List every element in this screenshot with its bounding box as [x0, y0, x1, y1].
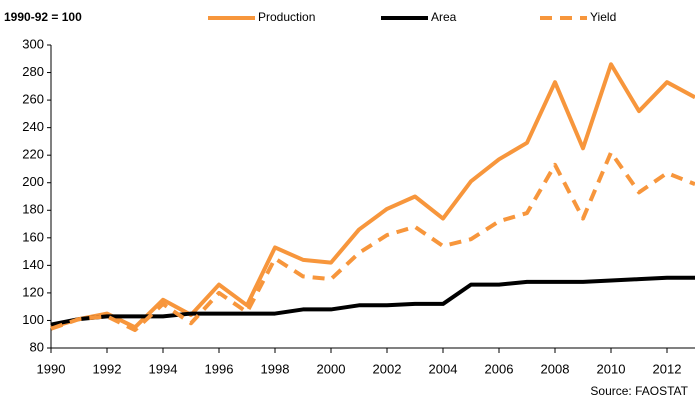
y-tick-label: 140 — [22, 257, 44, 272]
source-note: Source: FAOSTAT — [590, 384, 688, 398]
y-tick-label: 120 — [22, 284, 44, 299]
y-tick-label: 200 — [22, 174, 44, 189]
y-tick-label: 160 — [22, 229, 44, 244]
y-tick-label: 220 — [22, 147, 44, 162]
y-tick-label: 100 — [22, 312, 44, 327]
chart-subtitle: 1990-92 = 100 — [4, 10, 82, 24]
x-tick-label: 2008 — [541, 361, 570, 376]
x-tick-label: 1998 — [261, 361, 290, 376]
y-tick-label: 280 — [22, 64, 44, 79]
x-tick-label: 1994 — [149, 361, 178, 376]
x-tick-label: 1996 — [205, 361, 234, 376]
y-tick-label: 180 — [22, 202, 44, 217]
series-line — [50, 275, 695, 327]
x-tick-label: 2006 — [485, 361, 514, 376]
x-tick-label: 2012 — [653, 361, 682, 376]
y-tick-label: 260 — [22, 92, 44, 107]
series-line — [50, 150, 695, 333]
y-tick-label: 300 — [22, 36, 44, 51]
x-tick-label: 2010 — [597, 361, 626, 376]
x-tick-label: 2002 — [373, 361, 402, 376]
x-tick-label: 2000 — [317, 361, 346, 376]
x-tick-label: 2004 — [429, 361, 458, 376]
x-tick-label: 1990 — [37, 361, 66, 376]
y-tick-label: 240 — [22, 119, 44, 134]
x-tick-label: 1992 — [93, 361, 122, 376]
legend-label: Area — [431, 10, 457, 24]
legend-label: Production — [258, 10, 315, 24]
series-line — [50, 62, 695, 330]
legend-label: Yield — [590, 10, 616, 24]
y-tick-label: 80 — [30, 339, 44, 354]
